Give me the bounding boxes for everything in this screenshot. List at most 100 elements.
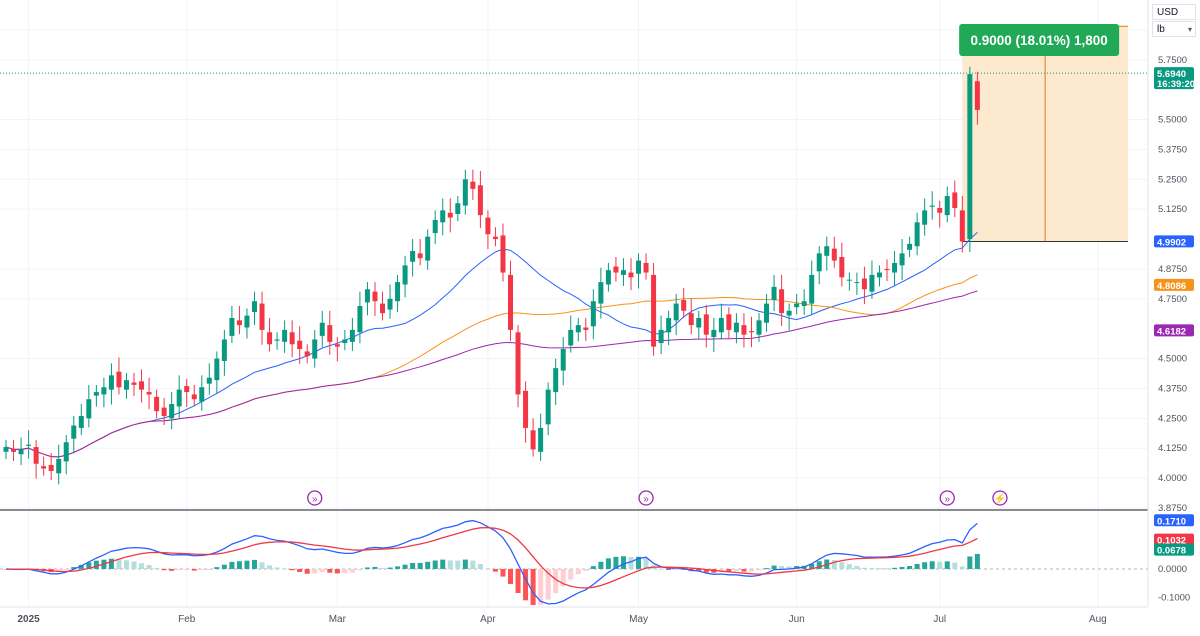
candle-body [485, 217, 491, 235]
candle-body [764, 303, 770, 323]
candle-body [289, 332, 295, 345]
candle-body [568, 329, 574, 346]
candle-body [191, 394, 197, 400]
candle-body [876, 272, 882, 278]
time-tick-label: Aug [1089, 614, 1107, 625]
candle-body [922, 210, 928, 225]
unit-label: lb [1157, 24, 1165, 35]
measure-label-box [959, 24, 1120, 56]
macd-histogram-bar [726, 568, 732, 572]
macd-histogram-bar [666, 568, 672, 570]
candle-body [86, 399, 92, 419]
candle-body [500, 235, 506, 273]
candle-body [620, 270, 626, 275]
candle-body [229, 317, 235, 336]
macd-histogram-bar [899, 567, 905, 569]
candle-body [854, 282, 860, 284]
candle-body [658, 329, 664, 344]
candle-body [402, 265, 408, 285]
macd-histogram-bar [831, 560, 837, 569]
macd-histogram-bar [515, 568, 521, 594]
candle-body [176, 389, 182, 407]
candle-body [78, 415, 84, 428]
candle-body [477, 185, 483, 216]
candle-body [334, 344, 340, 347]
candle-body [492, 236, 498, 240]
candle-body [71, 425, 77, 439]
macd-histogram-bar [161, 568, 167, 571]
macd-histogram-bar [959, 566, 965, 569]
macd-histogram-bar [289, 568, 295, 571]
macd-histogram-bar [508, 568, 514, 584]
candle-body [824, 246, 830, 256]
candle-body [395, 282, 401, 302]
candle-body [56, 458, 62, 474]
macd-histogram-bar [628, 557, 634, 569]
time-tick-label: Jul [933, 614, 946, 625]
flash-icon-glyph: ⚡ [994, 492, 1006, 505]
ma-mid-line [5, 274, 978, 458]
time-tick-label: Jun [789, 614, 805, 625]
macd-histogram-bar [485, 568, 491, 570]
candle-body [131, 382, 137, 385]
candle-body [462, 179, 468, 206]
macd-tag-value: 0.1032 [1157, 536, 1186, 547]
macd-histogram-bar [357, 568, 363, 571]
macd-tick-label: -0.1000 [1158, 592, 1190, 603]
macd-histogram-bar [530, 568, 536, 606]
candle-body [184, 386, 190, 393]
macd-tick-label: 0.0000 [1158, 564, 1187, 575]
candle-body [748, 331, 754, 333]
candle-body [794, 303, 800, 308]
macd-histogram-bar [876, 568, 882, 570]
price-tick-label: 4.8750 [1158, 264, 1187, 275]
macd-histogram-bar [620, 556, 626, 569]
candle-body [681, 300, 687, 311]
candle-body [816, 253, 822, 272]
macd-histogram-bar [402, 564, 408, 569]
price-tag [1154, 324, 1194, 337]
signal-line [5, 526, 978, 589]
candle-body [48, 464, 54, 471]
price-tick-label: 5.7500 [1158, 55, 1187, 66]
macd-histogram-bar [342, 568, 348, 574]
macd-histogram-bar [846, 564, 852, 569]
chevron-down-icon: ▾ [1187, 25, 1192, 34]
candle-body [206, 377, 212, 384]
candle-body [741, 325, 747, 335]
flash-icon [992, 490, 1008, 506]
candle-body [312, 339, 318, 359]
candle-body [688, 313, 694, 326]
candle-body [319, 322, 325, 336]
macd-histogram-bar [229, 561, 235, 569]
candle-body [410, 251, 416, 262]
candle-body [711, 329, 717, 338]
unit-selector[interactable]: lb ▾ [1152, 21, 1196, 37]
macd-histogram-bar [929, 561, 935, 569]
candle-body [636, 260, 642, 274]
macd-histogram-bar [199, 568, 205, 571]
candle-body [372, 291, 378, 302]
price-tick-label: 4.2500 [1158, 413, 1187, 424]
candle-body [523, 390, 529, 428]
macd-histogram-bar [327, 568, 333, 573]
candle-body [417, 253, 423, 259]
macd-histogram-bar [922, 562, 928, 569]
candle-body [929, 205, 935, 207]
currency-selector[interactable]: USD [1152, 4, 1196, 20]
macd-histogram-bar [349, 568, 355, 573]
price-tick-label: 4.0000 [1158, 473, 1187, 484]
price-tick-label: 3.8750 [1158, 503, 1187, 514]
candle-body [63, 442, 69, 462]
candle-body [251, 301, 257, 312]
macd-histogram-bar [372, 566, 378, 569]
macd-histogram-bar [214, 567, 220, 569]
candle-body [914, 222, 920, 247]
macd-histogram-bar [658, 568, 664, 570]
ma-fast-line [5, 232, 978, 458]
candle-body [583, 327, 589, 330]
candle-body [613, 266, 619, 273]
macd-histogram-bar [154, 567, 160, 569]
